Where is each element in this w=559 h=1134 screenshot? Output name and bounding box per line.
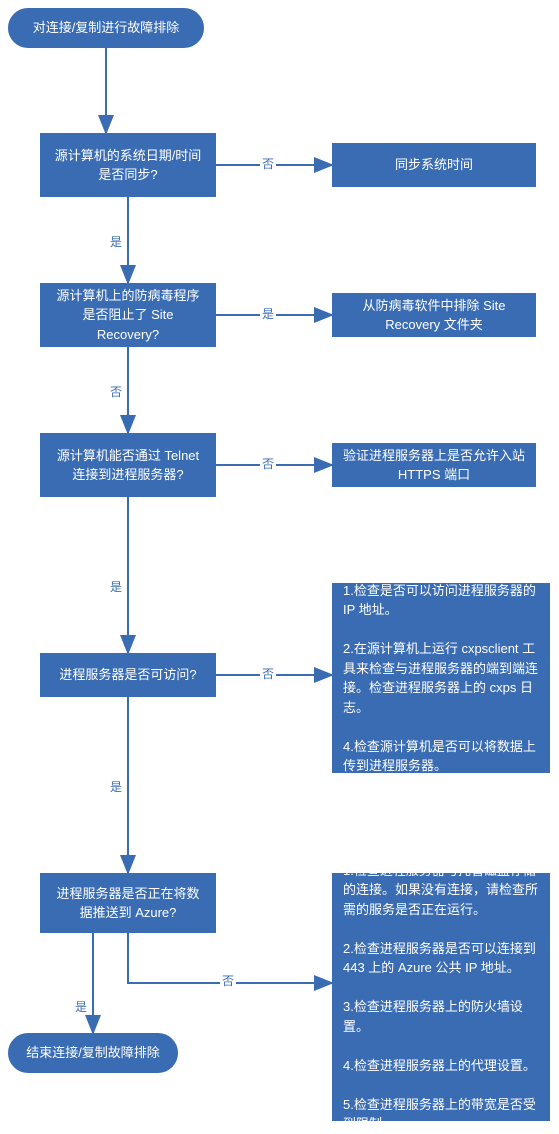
- action-a1: 同步系统时间: [332, 143, 536, 187]
- edge-label-q1-q2: 是: [108, 233, 124, 250]
- edge-label-q5-a5: 否: [220, 972, 236, 989]
- edge-label-q2-a2: 是: [260, 305, 276, 322]
- edge-label-q4-q5: 是: [108, 778, 124, 795]
- edge-label-q1-a1: 否: [260, 155, 276, 172]
- action-a4: 1.检查是否可以访问进程服务器的 IP 地址。 2.在源计算机上运行 cxpsc…: [332, 583, 550, 773]
- start-terminator: 对连接/复制进行故障排除: [8, 8, 204, 48]
- edge-label-q5-end: 是: [73, 998, 89, 1015]
- action-a2: 从防病毒软件中排除 Site Recovery 文件夹: [332, 293, 536, 337]
- edge-label-q3-a3: 否: [260, 455, 276, 472]
- decision-q5: 进程服务器是否正在将数据推送到 Azure?: [40, 873, 216, 933]
- decision-q4: 进程服务器是否可访问?: [40, 653, 216, 697]
- edge-label-q2-q3: 否: [108, 383, 124, 400]
- action-a5: 1.检查进程服务器与托管磁盘存储的连接。如果没有连接，请检查所需的服务是否正在运…: [332, 873, 550, 1121]
- edge-label-q4-a4: 否: [260, 665, 276, 682]
- end-terminator: 结束连接/复制故障排除: [8, 1033, 178, 1073]
- decision-q3: 源计算机能否通过 Telnet 连接到进程服务器?: [40, 433, 216, 497]
- action-a3: 验证进程服务器上是否允许入站 HTTPS 端口: [332, 443, 536, 487]
- decision-q1: 源计算机的系统日期/时间是否同步?: [40, 133, 216, 197]
- edge-label-q3-q4: 是: [108, 578, 124, 595]
- decision-q2: 源计算机上的防病毒程序是否阻止了 Site Recovery?: [40, 283, 216, 347]
